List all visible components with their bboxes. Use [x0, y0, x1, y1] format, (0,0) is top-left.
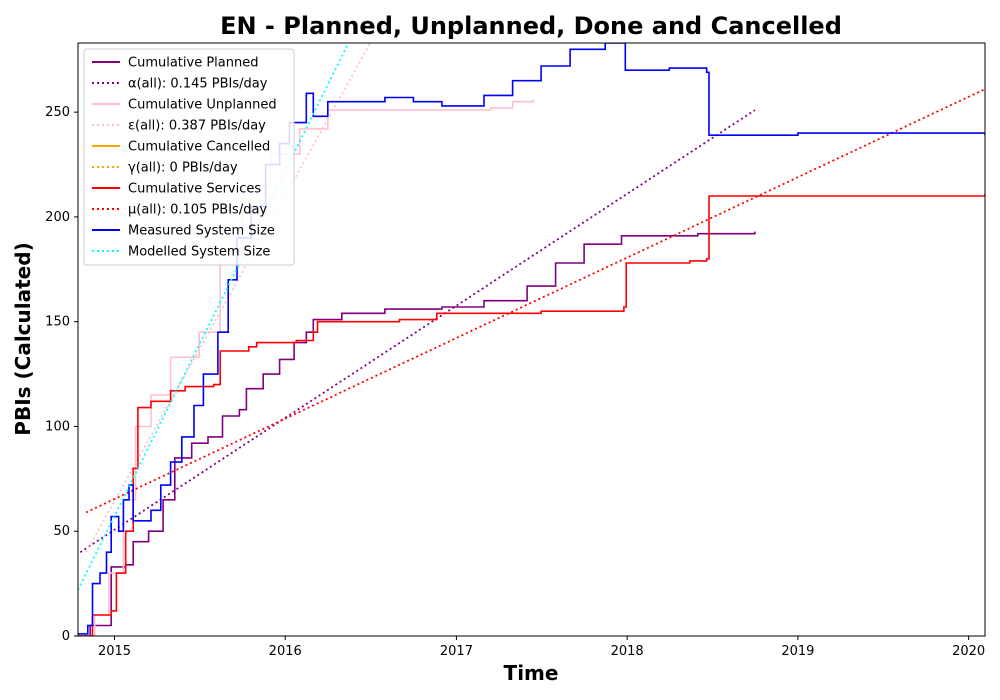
y-tick-label: 250: [45, 105, 70, 120]
y-axis-label: PBIs (Calculated): [11, 242, 35, 435]
legend-entry: α(all): 0.145 PBIs/day: [128, 77, 268, 92]
legend-entry: Cumulative Services: [128, 182, 261, 197]
x-tick-label: 2017: [440, 644, 473, 659]
series-line-0: [78, 231, 756, 636]
series-line-2: [78, 99, 535, 636]
legend: Cumulative Planned α(all): 0.145 PBIs/day…: [83, 48, 295, 266]
y-tick-label: 0: [62, 629, 70, 644]
x-tick-label: 2019: [781, 644, 814, 659]
x-axis-label: Time: [504, 661, 559, 685]
legend-entry: Measured System Size: [128, 224, 275, 239]
legend-box: [83, 48, 295, 266]
legend-entry: Cumulative Planned: [128, 56, 258, 71]
x-tick-label: 2018: [611, 644, 644, 659]
y-tick-label: 200: [45, 210, 70, 225]
legend-entry: γ(all): 0 PBIs/day: [128, 161, 238, 176]
plot-area: [78, 43, 985, 636]
legend-entry: Modelled System Size: [128, 245, 270, 260]
chart-title: EN - Planned, Unplanned, Done and Cancel…: [220, 12, 842, 40]
legend-entry: μ(all): 0.105 PBIs/day: [128, 203, 267, 218]
series-line-6: [78, 193, 985, 636]
series-line-7: [85, 88, 985, 514]
legend-entry: Cumulative Cancelled: [128, 140, 270, 155]
x-tick-label: 2016: [269, 644, 302, 659]
series-line-9: [78, 43, 350, 591]
axes: 0 50 100 150 200 250 2015 2016 2017 2018 2019 2020: [45, 42, 986, 659]
plot-frame: [77, 42, 986, 637]
x-tick-label: 2020: [952, 644, 985, 659]
x-tick-label: 2015: [98, 644, 131, 659]
legend-entry: Cumulative Unplanned: [128, 98, 277, 113]
legend-entry: ε(all): 0.387 PBIs/day: [128, 119, 266, 134]
y-tick-label: 100: [45, 419, 70, 434]
y-tick-label: 50: [53, 524, 70, 539]
y-tick-label: 150: [45, 315, 70, 330]
